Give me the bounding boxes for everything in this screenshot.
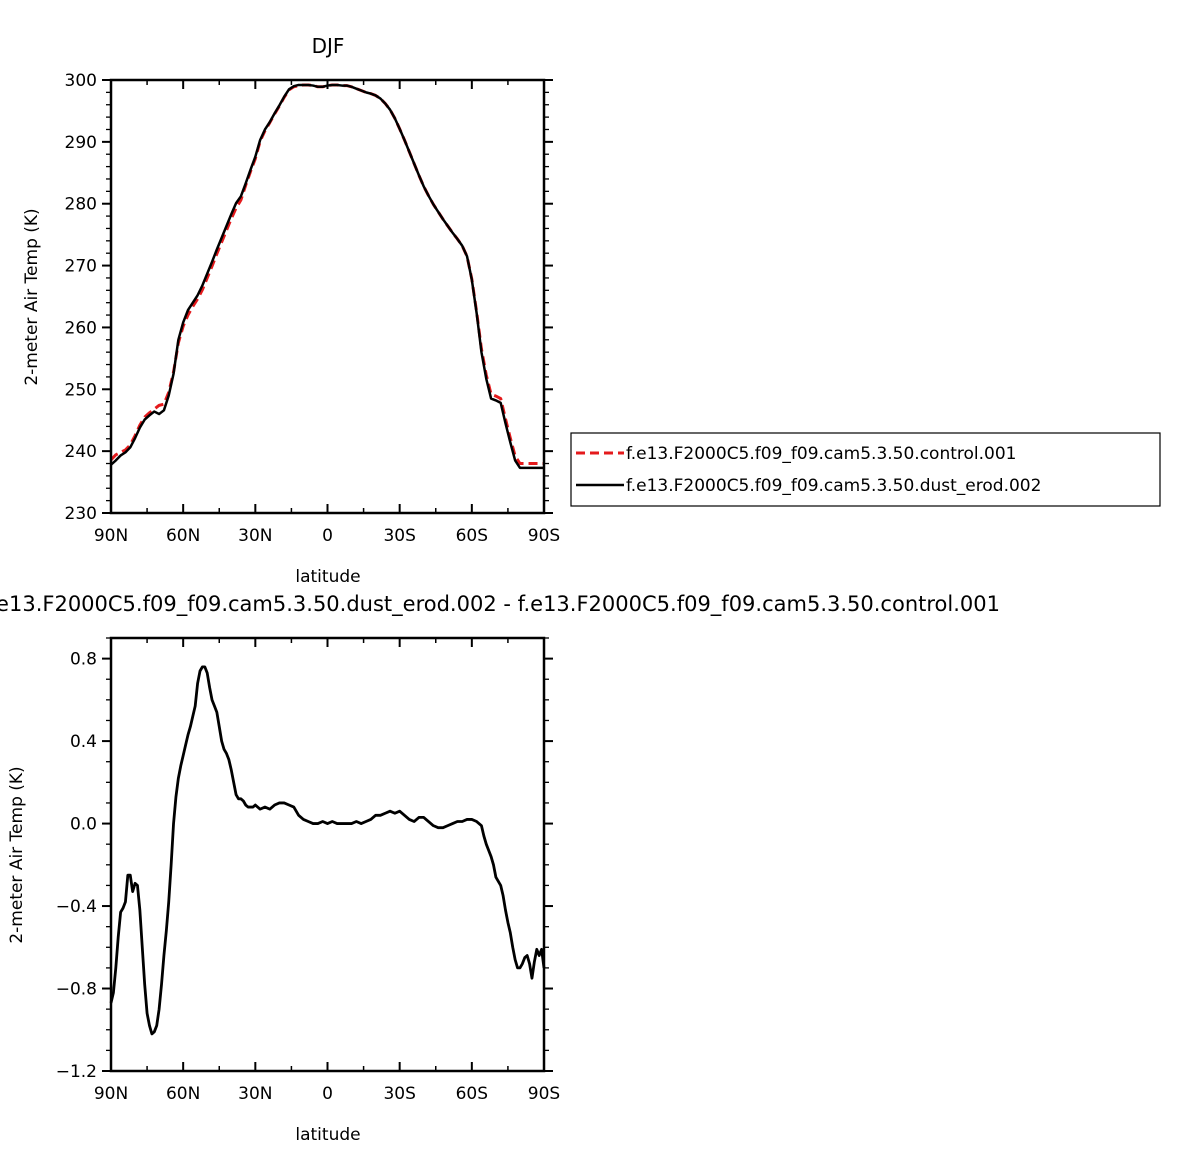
y-tick-label: 300	[65, 71, 97, 91]
y-tick-label: 240	[65, 442, 97, 462]
top-plot-frame	[109, 78, 546, 515]
x-tick-label: 60N	[166, 526, 200, 546]
bottom-axis-ticks: 90N 60N 30N 0 30S 60S 90S −1.2 −0.8 −0.4 0.0 0.4 0.8	[56, 637, 560, 1104]
x-tick-label: 30N	[238, 1084, 272, 1104]
bottom-x-axis-label: latitude	[295, 1125, 360, 1145]
legend: f.e13.F2000C5.f09_f09.cam5.3.50.control.…	[570, 432, 1161, 507]
bottom-panel: f.e13.F2000C5.f09_f09.cam5.3.50.dust_ero…	[0, 592, 1000, 1145]
bottom-title: f.e13.F2000C5.f09_f09.cam5.3.50.dust_ero…	[0, 592, 1000, 617]
top-title: DJF	[312, 34, 345, 58]
x-tick-label: 60S	[456, 1084, 488, 1104]
x-tick-label: 90N	[94, 1084, 128, 1104]
y-tick-label: 280	[65, 195, 97, 215]
series-line-dust-erod	[110, 83, 544, 470]
y-tick-label: 0.4	[70, 732, 97, 752]
legend-box	[570, 432, 1161, 507]
y-tick-label: 270	[65, 257, 97, 277]
bottom-plot-frame	[109, 636, 546, 1073]
x-tick-label: 60S	[456, 526, 488, 546]
x-tick-label: 0	[322, 526, 333, 546]
series-line-difference	[109, 665, 546, 1036]
y-tick-label: 230	[65, 504, 97, 524]
x-tick-label: 30S	[383, 526, 415, 546]
y-tick-label: 290	[65, 133, 97, 153]
legend-label-dust-erod: f.e13.F2000C5.f09_f09.cam5.3.50.dust_ero…	[626, 476, 1041, 496]
x-tick-label: 60N	[166, 1084, 200, 1104]
top-x-axis-label: latitude	[295, 567, 360, 587]
top-series-group	[109, 83, 544, 470]
top-axis-ticks: 90N 60N 30N 0 30S 60S 90S 230 240 250 260 270 280 290…	[65, 71, 561, 546]
x-tick-label: 0	[322, 1084, 333, 1104]
x-tick-label: 90S	[528, 1084, 560, 1104]
y-tick-label: 0.8	[70, 650, 97, 670]
x-tick-label: 30N	[238, 526, 272, 546]
top-y-axis-label: 2-meter Air Temp (K)	[22, 208, 42, 385]
bottom-y-axis-label: 2-meter Air Temp (K)	[7, 766, 27, 943]
x-tick-label: 90N	[94, 526, 128, 546]
legend-label-control: f.e13.F2000C5.f09_f09.cam5.3.50.control.…	[626, 444, 1017, 464]
top-panel: DJF 90N 60N 30N 0 30S 60S 90S 230 240 250 260 270 28…	[22, 34, 560, 587]
y-tick-label: 250	[65, 380, 97, 400]
x-tick-label: 30S	[383, 1084, 415, 1104]
y-tick-label: 260	[65, 318, 97, 338]
y-tick-label: −0.8	[56, 980, 97, 1000]
x-tick-label: 90S	[528, 526, 560, 546]
y-tick-label: 0.0	[70, 815, 97, 835]
y-tick-label: −0.4	[56, 897, 97, 917]
series-line-control	[109, 83, 544, 466]
y-tick-label: −1.2	[56, 1062, 97, 1082]
